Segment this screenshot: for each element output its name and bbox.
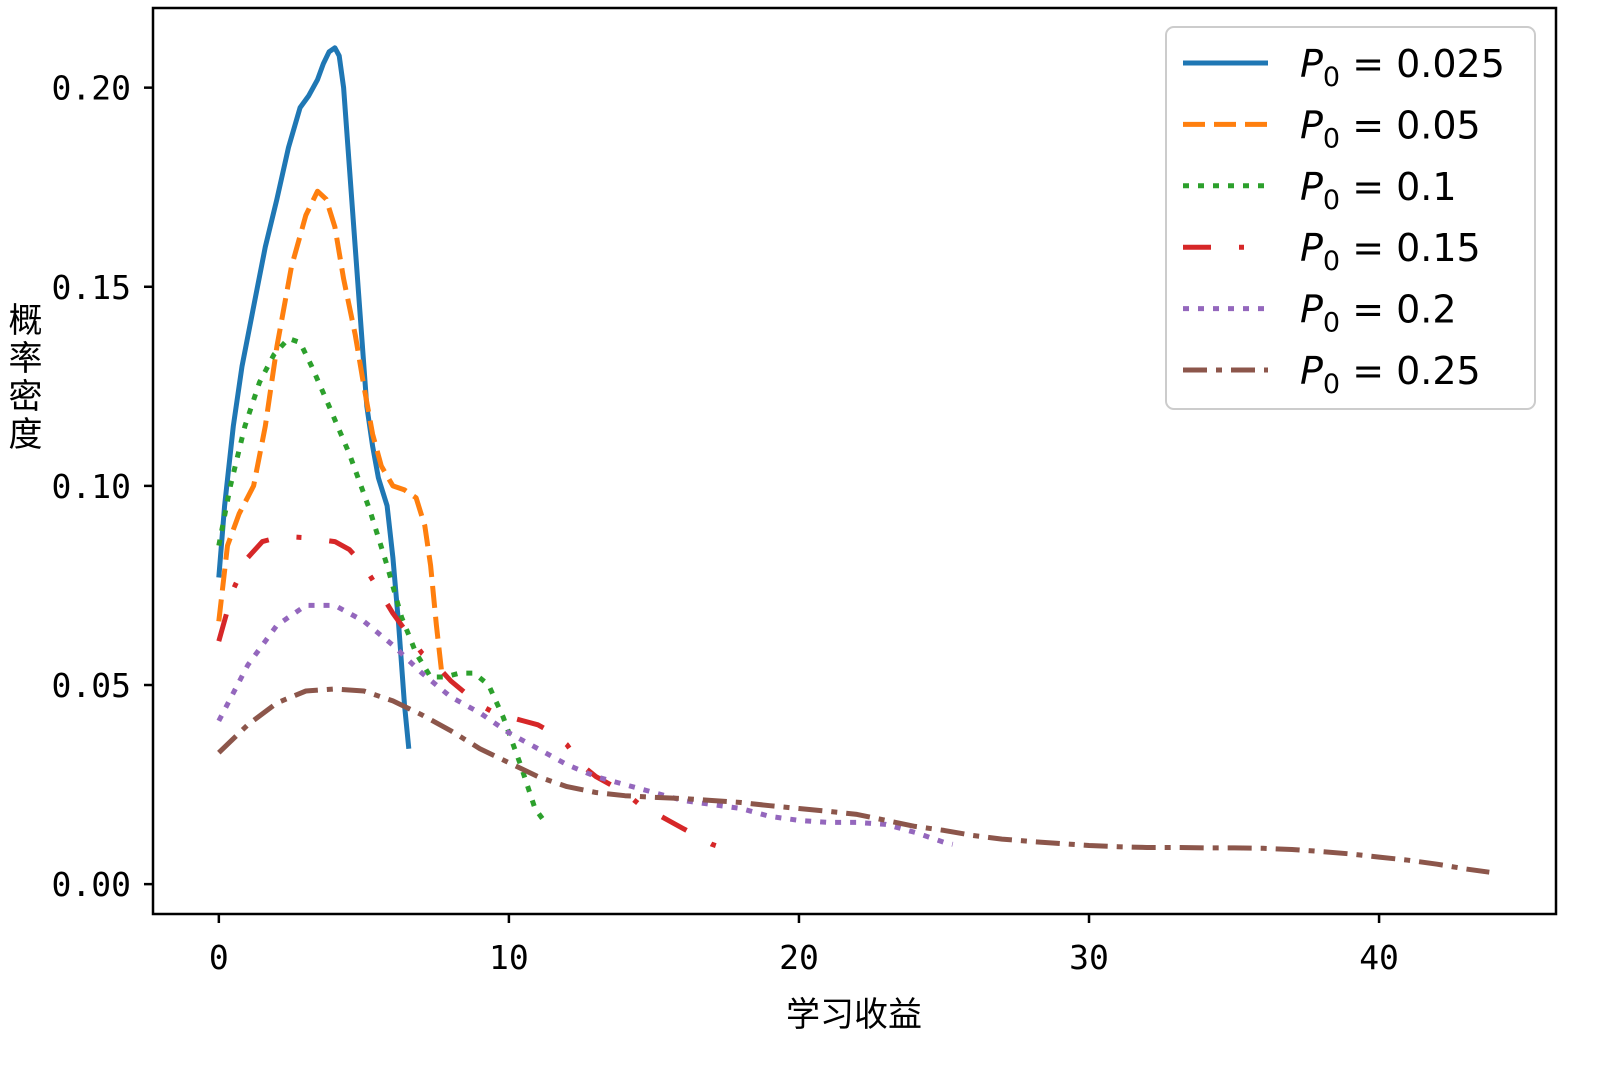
y-axis-title: 概率密度	[2, 302, 42, 454]
x-tick-label: 40	[1359, 938, 1399, 977]
legend-label-3: P0 = 0.1	[1300, 165, 1457, 216]
legend-label-2: P0 = 0.05	[1300, 103, 1481, 154]
y-tick-label: 0.05	[52, 666, 131, 705]
x-axis-title: 学习收益	[786, 995, 922, 1035]
series-line-6	[217, 686, 1490, 875]
x-axis: 0 10 20 30 40	[209, 914, 1399, 977]
x-tick-label: 0	[209, 938, 229, 977]
x-tick-label: 30	[1069, 938, 1109, 977]
x-tick-label: 10	[489, 938, 529, 977]
y-tick-label: 0.20	[52, 69, 131, 108]
legend: P0 = 0.025 P0 = 0.05 P0 = 0.1 P0 = 0.15 P0 =…	[1165, 26, 1536, 410]
y-tick-label: 0.00	[52, 865, 131, 904]
legend-label-1: P0 = 0.025	[1300, 42, 1505, 93]
legend-label-4: P0 = 0.15	[1300, 226, 1481, 277]
series-layer	[216, 45, 1490, 875]
x-tick-label: 20	[779, 938, 819, 977]
plot-frame	[151, 6, 1558, 916]
legend-label-6: P0 = 0.25	[1300, 349, 1481, 400]
series-line-1	[216, 45, 412, 749]
y-tick-label: 0.10	[52, 467, 131, 506]
y-axis: 0.00 0.05 0.10 0.15 0.20	[52, 69, 153, 904]
series-line-2	[216, 188, 445, 678]
y-tick-label: 0.15	[52, 268, 131, 307]
legend-label-5: P0 = 0.2	[1300, 288, 1457, 339]
